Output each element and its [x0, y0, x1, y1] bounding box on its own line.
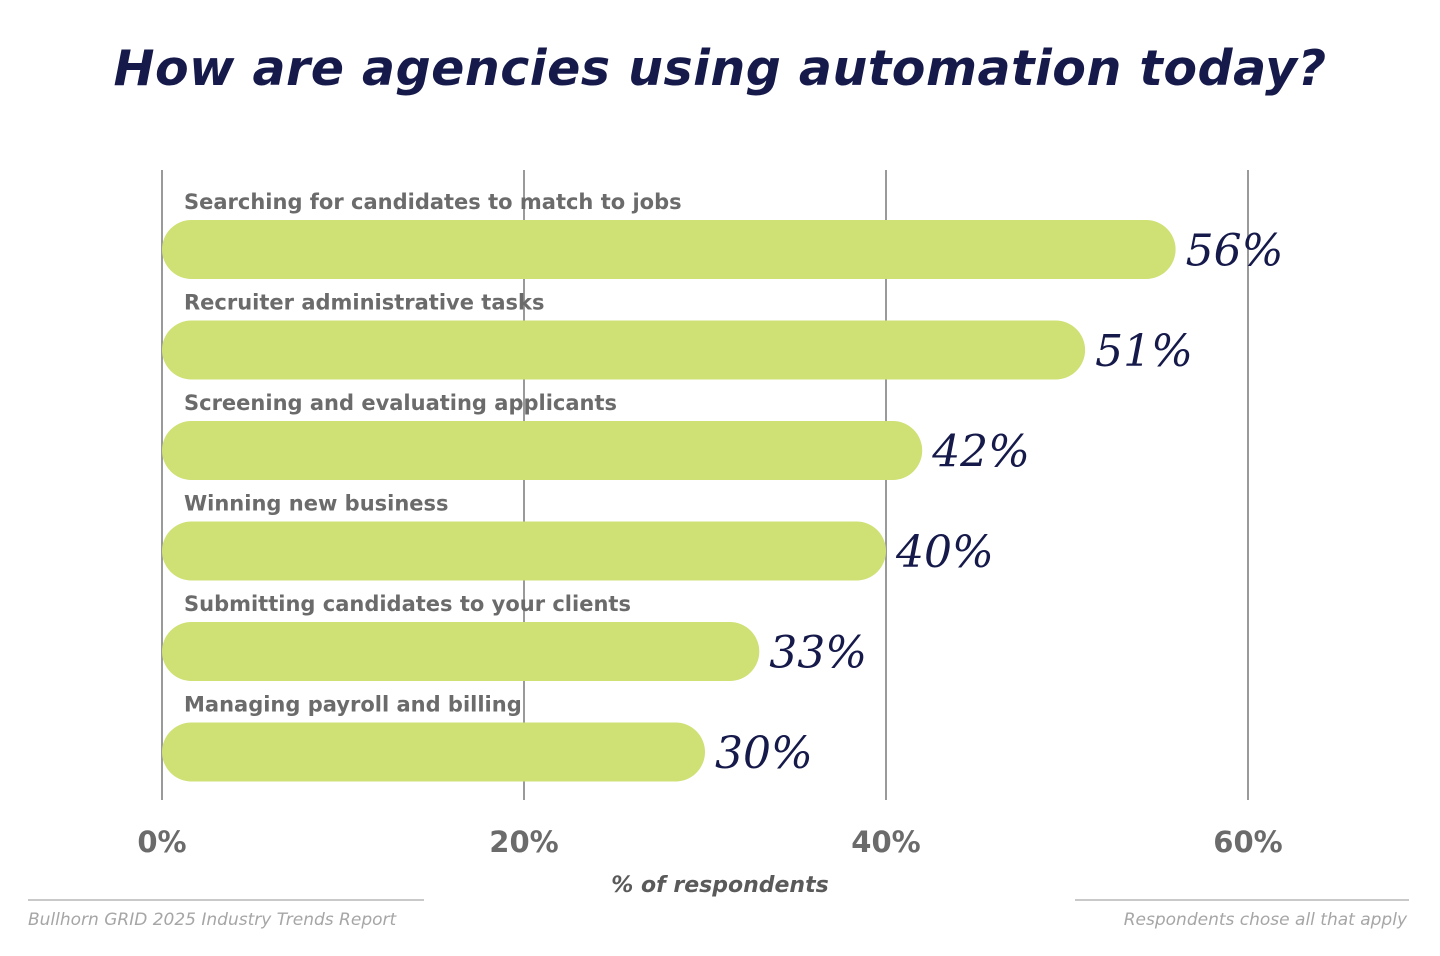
value-label-4: 40%	[895, 527, 994, 578]
x-axis-title: % of respondents	[611, 873, 828, 898]
bar-4	[162, 521, 886, 581]
x-axis-ticks: 0% 20% 40% 60%	[137, 825, 1282, 859]
x-tick-label-0: 0%	[137, 825, 186, 859]
source-note: Bullhorn GRID 2025 Industry Trends Repor…	[28, 910, 397, 930]
x-tick-label-20: 20%	[489, 825, 558, 859]
category-label-2: Recruiter administrative tasks	[184, 291, 544, 315]
bars	[162, 220, 1176, 782]
footer-divider-left	[28, 899, 424, 901]
category-label-5: Submitting candidates to your clients	[184, 592, 631, 616]
value-label-1: 56%	[1186, 226, 1284, 277]
category-label-6: Managing payroll and billing	[184, 693, 522, 717]
bar-6	[162, 722, 705, 782]
category-label-3: Screening and evaluating applicants	[184, 391, 617, 415]
bar-5	[162, 622, 760, 681]
value-label-3: 42%	[931, 427, 1030, 478]
value-label-2: 51%	[1095, 326, 1193, 377]
bar-1	[162, 220, 1176, 279]
bar-2	[162, 320, 1086, 380]
footer-divider-right	[1075, 899, 1409, 901]
x-tick-label-60: 60%	[1213, 825, 1282, 859]
footnote: Respondents chose all that apply	[1123, 910, 1407, 930]
chart-title: How are agencies using automation today?	[113, 40, 1327, 97]
category-label-4: Winning new business	[184, 492, 449, 516]
value-label-5: 33%	[769, 628, 867, 679]
bar-3	[162, 421, 923, 480]
value-label-6: 30%	[715, 728, 813, 779]
labels: Searching for candidates to match to job…	[184, 190, 1283, 779]
category-label-1: Searching for candidates to match to job…	[184, 190, 682, 214]
x-tick-label-40: 40%	[851, 825, 920, 859]
